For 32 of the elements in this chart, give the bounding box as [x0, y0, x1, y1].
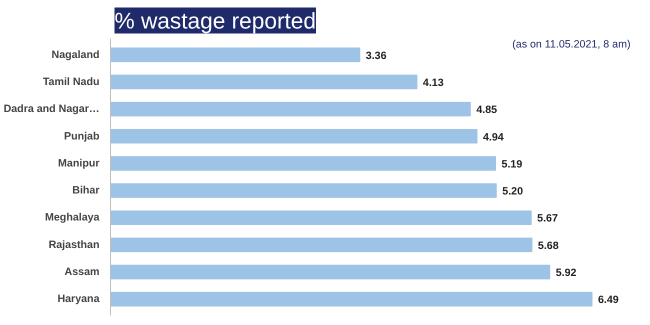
data-label: 5.19	[502, 158, 522, 170]
y-tick-label: Punjab	[64, 130, 100, 142]
data-label: 5.67	[537, 212, 558, 225]
bar	[110, 102, 471, 116]
y-tick-label: Dadra and Nagar…	[4, 103, 100, 116]
data-label: 3.36	[366, 50, 387, 62]
y-tick-label: Meghalaya	[45, 212, 100, 224]
y-tick-label: Manipur	[58, 157, 100, 170]
y-tick-label: Nagaland	[52, 48, 100, 61]
bar	[110, 264, 550, 280]
chart-subtitle: (as on 11.05.2021, 8 am)	[512, 38, 630, 50]
data-label: 5.92	[556, 267, 577, 280]
data-label: 5.68	[538, 240, 559, 252]
y-tick-label: Assam	[64, 266, 100, 278]
bar	[110, 74, 418, 90]
bar	[110, 183, 497, 198]
data-label: 4.13	[422, 76, 444, 89]
bar	[110, 292, 592, 306]
y-tick-label: Haryana	[57, 293, 100, 306]
bar	[110, 128, 478, 144]
data-label: 6.49	[598, 294, 619, 306]
bar	[110, 210, 532, 226]
data-label: 4.85	[476, 104, 498, 116]
bar	[110, 238, 532, 252]
bar	[110, 48, 360, 62]
data-label: 4.94	[482, 131, 504, 144]
y-tick-label: Rajasthan	[48, 238, 100, 251]
bar	[110, 156, 496, 171]
data-label: 5.20	[502, 186, 524, 198]
y-tick-label: Bihar	[72, 184, 100, 197]
y-tick-label: Tamil Nadu	[42, 76, 100, 88]
chart-title: % wastage reported	[114, 8, 316, 34]
